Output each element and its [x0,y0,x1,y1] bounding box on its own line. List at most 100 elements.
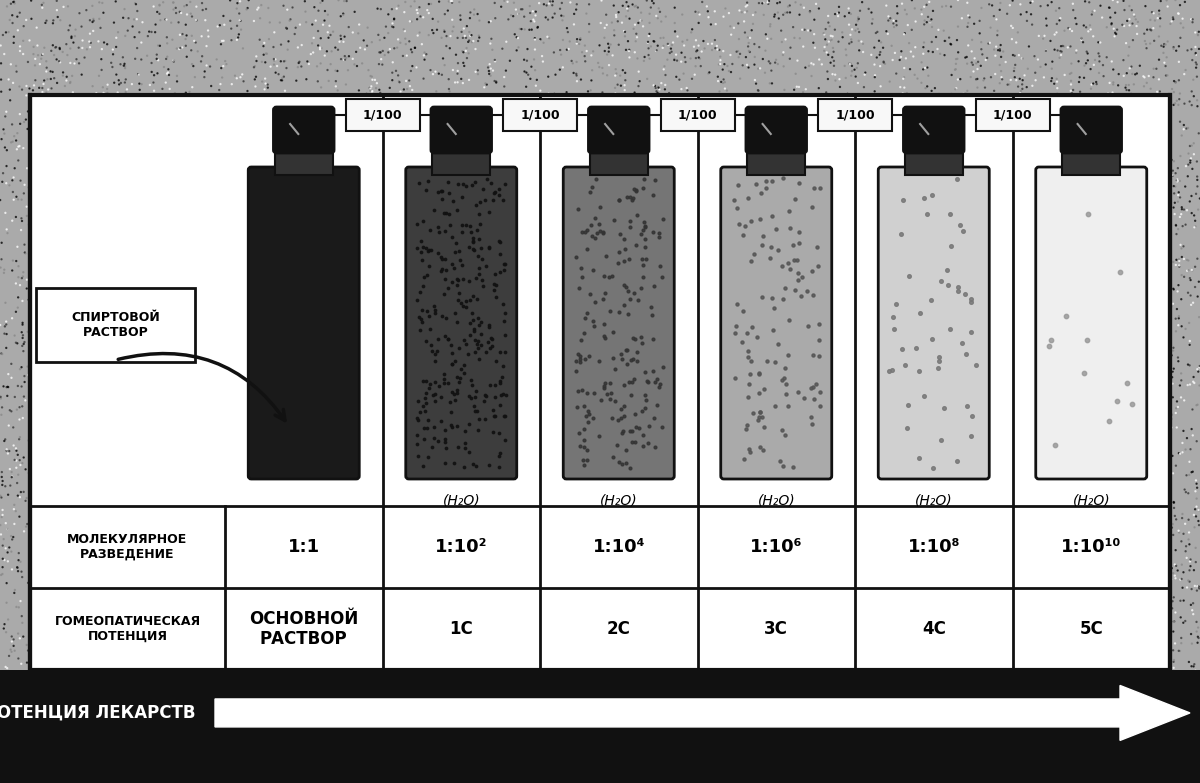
Point [994,586,1013,599]
Point [391,543,410,556]
Point [36,713,55,726]
Point [228,293,247,305]
Point [322,420,341,433]
Point [592,489,611,501]
Point [445,457,464,470]
Point [323,379,342,392]
Point [301,191,320,204]
Point [1084,203,1103,215]
Point [853,478,872,490]
Point [577,146,596,159]
Point [1188,637,1200,649]
Point [670,440,689,453]
Point [709,449,728,462]
Point [823,424,842,436]
Point [1170,261,1189,273]
Point [748,200,767,212]
Point [954,686,973,698]
Point [157,67,176,80]
Point [223,126,242,139]
Point [642,144,661,157]
Point [186,613,205,626]
Point [54,687,73,700]
Point [461,30,480,42]
Point [562,583,581,596]
Point [144,314,163,327]
Point [904,160,923,172]
Point [35,361,54,373]
Point [482,340,502,352]
Point [617,280,636,293]
Point [884,364,904,377]
Point [23,685,42,698]
Point [106,732,125,745]
Point [1174,240,1193,253]
Point [479,674,498,687]
Point [53,45,72,58]
Point [482,333,502,345]
Point [792,700,811,713]
Point [964,435,983,448]
Point [678,103,697,115]
Point [886,175,905,188]
Point [38,372,58,384]
Point [870,572,889,585]
Point [36,359,55,371]
Point [1082,562,1102,575]
Point [880,692,899,705]
Point [748,190,767,203]
Point [414,422,433,435]
Point [1042,262,1061,274]
Point [822,608,841,620]
Point [900,137,919,150]
Point [334,358,353,370]
Point [38,536,58,548]
Point [169,116,188,128]
Point [704,747,724,760]
Point [1061,67,1080,80]
Point [914,390,934,402]
Point [764,769,784,781]
Point [1160,328,1180,341]
Point [1135,34,1154,47]
Point [439,242,458,254]
Point [61,521,80,533]
Point [907,558,926,571]
Point [2,215,22,227]
Point [850,197,869,210]
Point [427,650,446,662]
Point [1141,557,1160,569]
Point [692,402,712,414]
Point [470,370,490,382]
Point [149,224,168,236]
Point [625,754,644,767]
Point [14,238,34,251]
Point [665,583,684,596]
Point [977,401,996,413]
Point [800,468,820,481]
Point [6,717,25,730]
Point [456,301,475,313]
Point [90,468,109,481]
Point [89,502,108,514]
Point [755,383,774,395]
Point [683,688,702,701]
Point [241,435,260,448]
Point [665,115,684,128]
Point [464,105,484,117]
Point [1133,735,1152,748]
Point [835,177,854,189]
Point [932,659,952,672]
Point [41,278,60,290]
Point [181,733,200,745]
Point [402,43,421,56]
Point [41,207,60,220]
Point [563,309,582,321]
Point [556,583,575,595]
Point [601,440,620,453]
Point [8,271,28,283]
Point [97,395,116,408]
Point [1123,315,1142,327]
Point [860,392,880,404]
Point [572,619,592,632]
